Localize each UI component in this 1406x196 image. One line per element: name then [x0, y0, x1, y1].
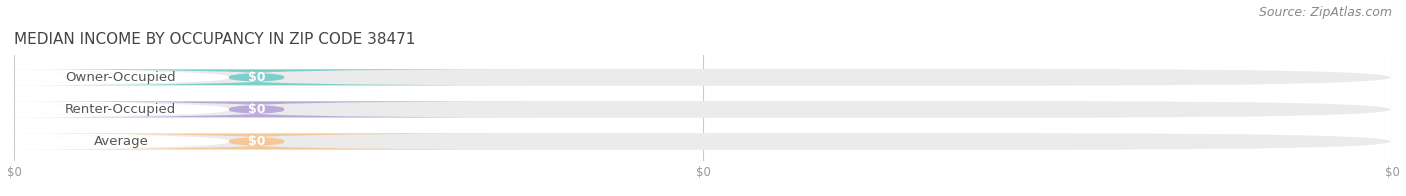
FancyBboxPatch shape: [0, 133, 337, 150]
Text: Average: Average: [93, 135, 148, 148]
FancyBboxPatch shape: [0, 101, 533, 117]
FancyBboxPatch shape: [0, 133, 533, 150]
Text: Owner-Occupied: Owner-Occupied: [66, 71, 176, 84]
FancyBboxPatch shape: [0, 69, 337, 85]
Text: $0: $0: [247, 135, 266, 148]
FancyBboxPatch shape: [15, 69, 1391, 86]
FancyBboxPatch shape: [15, 133, 1391, 150]
Text: Renter-Occupied: Renter-Occupied: [65, 103, 177, 116]
FancyBboxPatch shape: [0, 101, 337, 117]
Text: $0: $0: [247, 103, 266, 116]
Text: Source: ZipAtlas.com: Source: ZipAtlas.com: [1258, 6, 1392, 19]
FancyBboxPatch shape: [0, 69, 533, 85]
Text: $0: $0: [247, 71, 266, 84]
FancyBboxPatch shape: [15, 101, 1391, 118]
Text: MEDIAN INCOME BY OCCUPANCY IN ZIP CODE 38471: MEDIAN INCOME BY OCCUPANCY IN ZIP CODE 3…: [14, 32, 415, 47]
